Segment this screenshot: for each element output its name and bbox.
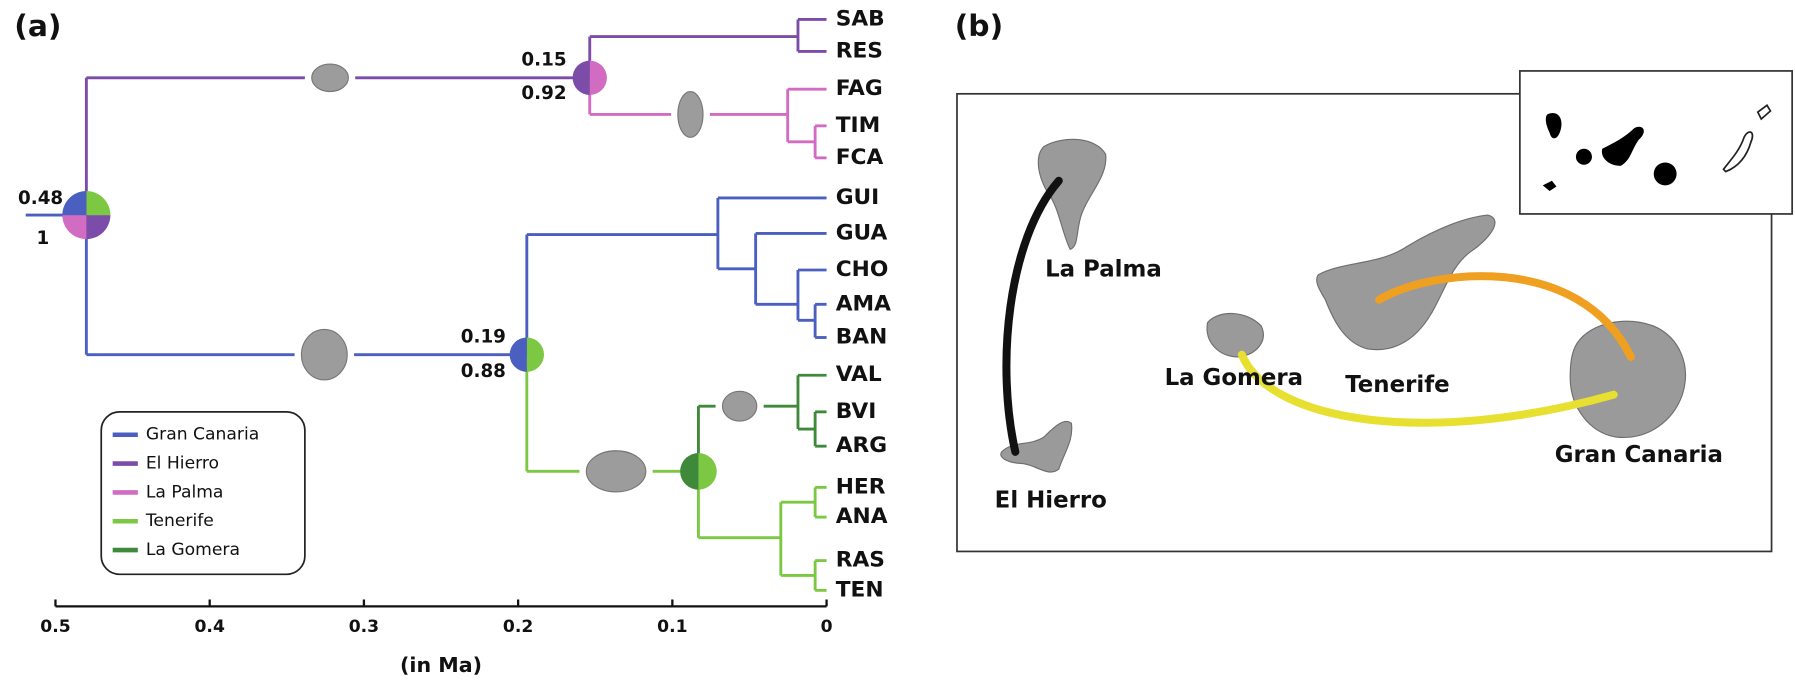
tip-label: AMA (836, 291, 891, 316)
tip-label: GUA (836, 220, 888, 245)
panel-label: (b) (955, 9, 1003, 44)
island-icon (312, 64, 349, 91)
island-icon (301, 329, 347, 379)
inset-island (1654, 162, 1677, 185)
tip-label: RAS (836, 548, 885, 573)
node-pie (86, 215, 110, 239)
tip-label: VAL (836, 362, 882, 387)
tip-label: HER (836, 474, 886, 499)
tip-label: BVI (836, 399, 877, 424)
node-pie (680, 453, 698, 490)
legend-label: Tenerife (145, 511, 214, 531)
panel-label: (a) (14, 9, 61, 44)
node-pie (527, 337, 544, 371)
map-label: Gran Canaria (1555, 442, 1723, 468)
time-axis: 0.5 0.4 0.3 0.2 0.1 0 (40, 599, 832, 636)
tip-label: GUI (836, 185, 880, 210)
node-pie (590, 61, 607, 95)
tip-label: SAB (836, 6, 885, 31)
tip-label: TIM (836, 113, 881, 138)
island-icon (586, 451, 645, 492)
node-support: 0.92 (521, 83, 566, 104)
node-support: 1 (37, 228, 50, 249)
tip-label: BAN (836, 324, 888, 349)
tick-label: 0 (821, 617, 833, 637)
node-pie (86, 191, 110, 215)
node-pie (510, 337, 527, 371)
map-label: La Palma (1045, 256, 1162, 282)
page: (a) (b) SAB RES FAG TIM FCA GUI GUA CHO AMA BAN VA… (0, 0, 1795, 683)
tick-label: 0.3 (349, 617, 379, 637)
node-support: 0.15 (521, 50, 566, 71)
legend-label: Gran Canaria (146, 425, 259, 445)
map-label: El Hierro (995, 488, 1107, 514)
tip-label: ANA (836, 504, 888, 529)
legend-label: La Gomera (146, 540, 240, 560)
island-icon (678, 92, 703, 138)
legend-label: El Hierro (146, 454, 219, 474)
axis-label: (in Ma) (400, 653, 482, 677)
tip-label: TEN (836, 577, 884, 602)
node-pie (62, 191, 86, 215)
tick-label: 0.2 (503, 617, 533, 637)
map-label: Tenerife (1345, 372, 1449, 398)
figure: (a) (b) SAB RES FAG TIM FCA GUI GUA CHO AMA BAN VA… (0, 0, 1795, 683)
tip-label: ARG (836, 433, 887, 458)
tip-label: FAG (836, 76, 883, 101)
tick-label: 0.4 (194, 617, 224, 637)
node-support: 0.88 (461, 361, 506, 382)
tick-label: 0.5 (40, 617, 70, 637)
node-pie (698, 453, 716, 490)
map-label: La Gomera (1165, 365, 1304, 391)
tick-label: 0.1 (657, 617, 687, 637)
node-support: 0.19 (461, 326, 506, 347)
node-pie (62, 215, 86, 239)
tip-label: FCA (836, 145, 884, 170)
legend-label: La Palma (146, 482, 224, 502)
tip-label: RES (836, 38, 883, 63)
tip-label: CHO (836, 257, 889, 282)
node-support: 0.48 (18, 188, 63, 209)
island-icon (722, 391, 756, 421)
inset-island (1576, 149, 1592, 165)
node-pie (573, 61, 590, 95)
